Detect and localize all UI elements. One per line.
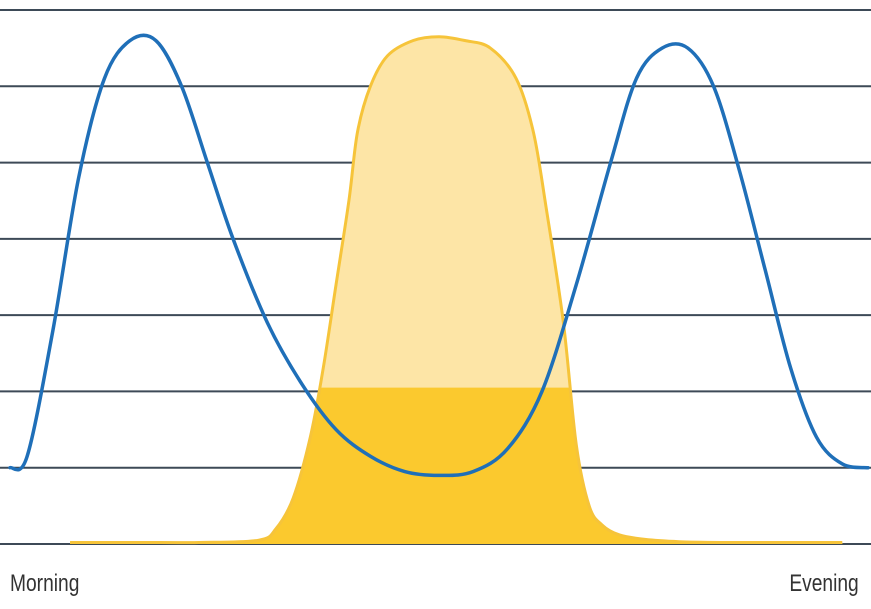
blue-series-line bbox=[8, 33, 870, 478]
yellow-area-outline bbox=[70, 35, 843, 545]
yellow-area-fill-light bbox=[70, 36, 843, 544]
blue-line-series bbox=[8, 33, 870, 478]
x-axis-end-label: Evening bbox=[789, 570, 859, 597]
yellow-area-series bbox=[70, 35, 843, 545]
x-axis-start-label: Morning bbox=[10, 570, 80, 597]
yellow-area-fill-dark bbox=[70, 387, 843, 544]
